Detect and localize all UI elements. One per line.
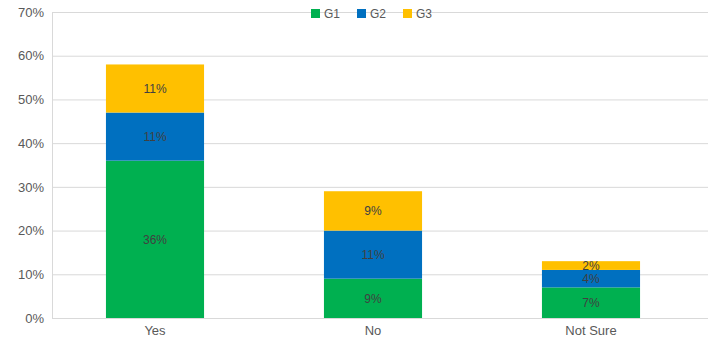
data-label: 2% <box>582 259 600 273</box>
bar-segment <box>106 113 204 161</box>
bar-segment <box>542 287 640 318</box>
legend-label: G3 <box>416 7 432 21</box>
data-label: 11% <box>143 82 166 96</box>
data-label: 11% <box>143 130 166 144</box>
bar-segment <box>106 161 204 318</box>
grid-line <box>52 318 708 319</box>
data-labels: 36% 9% 7% 11% 11% 4% 11% 9% 2% <box>143 82 600 310</box>
data-label: 36% <box>143 233 167 247</box>
legend-swatch <box>403 9 412 18</box>
legend-label: G1 <box>324 7 340 21</box>
x-tick: Yes <box>144 318 166 338</box>
legend-swatch <box>357 9 366 18</box>
y-tick: 20% <box>18 223 52 238</box>
y-tick: 30% <box>18 180 52 195</box>
y-tick-label: 40% <box>18 136 44 151</box>
x-tick: Not Sure <box>565 318 616 338</box>
x-axis: Yes No Not Sure <box>52 318 708 338</box>
data-label: 9% <box>364 204 382 218</box>
x-tick-label: No <box>365 323 382 338</box>
y-tick: 60% <box>18 48 52 63</box>
y-axis: 0% 10% 20% 30% 40% 50% 60% 70% <box>18 5 53 326</box>
data-label: 9% <box>364 292 382 306</box>
grid <box>52 13 708 319</box>
y-tick-label: 30% <box>18 180 44 195</box>
grid-line <box>52 56 708 57</box>
data-label: 7% <box>582 296 600 310</box>
bars <box>106 64 640 318</box>
x-tick-label: Yes <box>144 323 166 338</box>
x-tick: No <box>365 318 382 338</box>
y-axis-line <box>52 13 53 319</box>
y-tick: 40% <box>18 136 52 151</box>
x-tick-label: Not Sure <box>565 323 616 338</box>
legend-item: G1 <box>311 7 340 21</box>
y-tick: 70% <box>18 5 52 20</box>
y-tick: 10% <box>18 267 52 282</box>
data-label: 4% <box>582 272 600 286</box>
data-label: 11% <box>361 248 384 262</box>
legend-label: G2 <box>370 7 386 21</box>
x-axis-line <box>52 318 708 319</box>
y-tick-label: 50% <box>18 92 44 107</box>
bar-segment <box>106 64 204 112</box>
bar-segment <box>324 231 422 279</box>
y-tick: 0% <box>25 311 52 326</box>
y-tick-label: 60% <box>18 48 44 63</box>
y-tick: 50% <box>18 92 52 107</box>
bar-segment <box>324 191 422 230</box>
y-tick-label: 70% <box>18 5 44 20</box>
y-tick-label: 0% <box>25 311 44 326</box>
legend-item: G2 <box>357 7 386 21</box>
y-tick-label: 20% <box>18 223 44 238</box>
legend: G1 G2 G3 <box>311 7 432 21</box>
legend-item: G3 <box>403 7 432 21</box>
y-tick-label: 10% <box>18 267 44 282</box>
legend-swatch <box>311 9 320 18</box>
bar-segment <box>324 279 422 318</box>
chart: 0% 10% 20% 30% 40% 50% 60% 70% Yes No Not Sure 36% 9… <box>0 0 712 342</box>
